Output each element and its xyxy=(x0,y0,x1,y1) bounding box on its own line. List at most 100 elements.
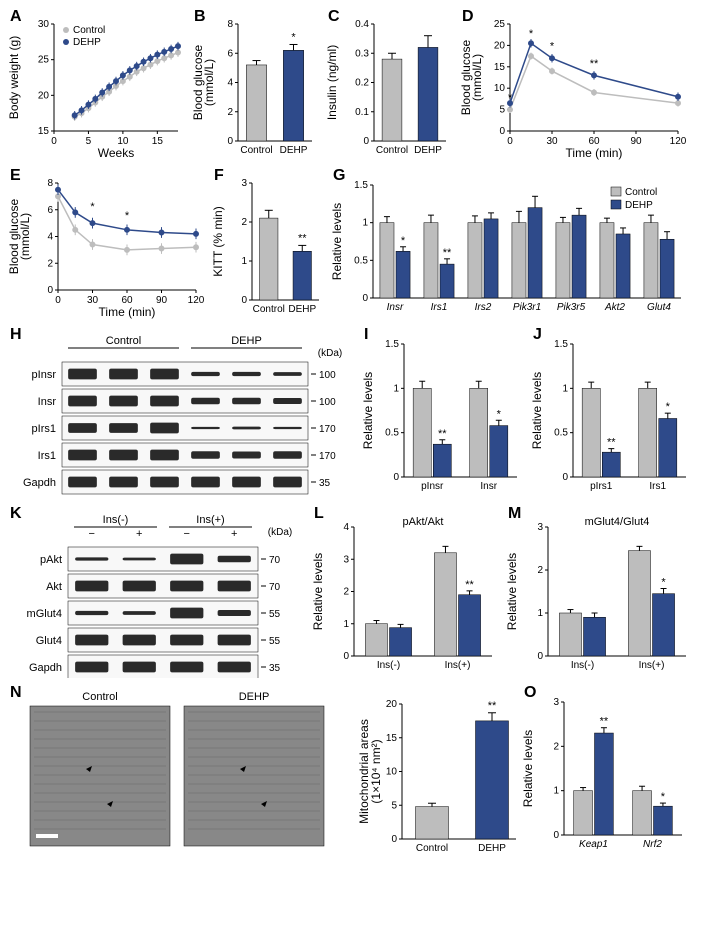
panel-D: D 05101520250306090120Blood glucose(mmol… xyxy=(458,6,688,161)
svg-text:120: 120 xyxy=(670,136,687,147)
svg-text:**: ** xyxy=(443,247,452,259)
svg-text:Gapdh: Gapdh xyxy=(29,662,62,674)
svg-text:pInsr: pInsr xyxy=(421,481,444,492)
svg-text:0: 0 xyxy=(363,136,369,147)
svg-text:1: 1 xyxy=(343,619,349,630)
svg-text:Relative levels: Relative levels xyxy=(505,553,519,630)
svg-text:Glut4: Glut4 xyxy=(36,635,62,647)
svg-text:10: 10 xyxy=(494,83,506,94)
svg-text:4: 4 xyxy=(227,78,233,89)
svg-text:1: 1 xyxy=(393,383,399,394)
svg-text:0: 0 xyxy=(51,136,57,147)
chart-I: 00.511.5Relative levelspInsr**Insr* xyxy=(360,324,525,499)
svg-text:5: 5 xyxy=(86,136,92,147)
svg-text:Relative levels: Relative levels xyxy=(521,730,535,807)
svg-text:15: 15 xyxy=(386,733,398,744)
panel-F: F 0123KITT (% min)ControlDEHP** xyxy=(210,165,325,320)
chart-N: ControlDEHP05101520Mitochondrial areas(1… xyxy=(6,682,516,857)
svg-text:0: 0 xyxy=(343,651,349,662)
chart-B: 02468Blood glucose(mmol/L)ControlDEHP * xyxy=(190,6,320,161)
svg-text:15: 15 xyxy=(152,136,164,147)
chart-G: 00.511.5Relative levelsInsr*Irs1**Irs2Pi… xyxy=(329,165,689,320)
svg-text:70: 70 xyxy=(269,582,281,593)
svg-text:20: 20 xyxy=(38,90,50,101)
svg-text:0: 0 xyxy=(362,293,368,304)
svg-text:(kDa): (kDa) xyxy=(318,348,342,359)
svg-text:+: + xyxy=(231,528,237,540)
svg-text:*: * xyxy=(550,41,555,53)
svg-text:**: ** xyxy=(600,716,609,728)
svg-text:**: ** xyxy=(298,232,307,244)
svg-text:*: * xyxy=(90,201,95,213)
svg-text:4: 4 xyxy=(343,522,349,533)
chart-D: 05101520250306090120Blood glucose(mmol/L… xyxy=(458,6,688,161)
svg-text:5: 5 xyxy=(499,105,505,116)
panel-M: M 0123Relative levelsmGlut4/Glut4Ins(-)I… xyxy=(504,503,694,678)
svg-text:DEHP: DEHP xyxy=(73,37,101,48)
panel-label-N: N xyxy=(10,684,22,702)
svg-text:Irs1: Irs1 xyxy=(649,481,666,492)
svg-text:**: ** xyxy=(465,579,474,591)
svg-text:6: 6 xyxy=(227,48,233,59)
svg-text:Keap1: Keap1 xyxy=(579,839,608,850)
chart-L: 01234Relative levelspAkt/AktIns(-)Ins(+)… xyxy=(310,503,500,678)
svg-text:20: 20 xyxy=(494,40,506,51)
svg-text:1.5: 1.5 xyxy=(554,339,568,350)
svg-text:**: ** xyxy=(607,437,616,449)
svg-text:0.2: 0.2 xyxy=(355,78,369,89)
chart-C: 00.10.20.30.4Insulin (ng/ml)ControlDEHP xyxy=(324,6,454,161)
panel-label-A: A xyxy=(10,8,22,26)
svg-text:0: 0 xyxy=(55,295,61,306)
panel-O: O 0123Relative levelsKeap1**Nrf2* xyxy=(520,682,690,857)
svg-text:KITT (% min): KITT (% min) xyxy=(211,206,225,276)
svg-text:8: 8 xyxy=(47,178,53,189)
svg-text:Relative levels: Relative levels xyxy=(530,372,544,449)
svg-text:Ins(-): Ins(-) xyxy=(377,660,400,671)
svg-text:30: 30 xyxy=(87,295,99,306)
svg-text:Nrf2: Nrf2 xyxy=(643,839,662,850)
svg-text:0: 0 xyxy=(241,295,247,306)
svg-text:1.5: 1.5 xyxy=(354,180,368,191)
svg-text:55: 55 xyxy=(269,636,281,647)
svg-text:pInsr: pInsr xyxy=(32,369,57,381)
svg-text:0.5: 0.5 xyxy=(354,255,368,266)
panel-L: L 01234Relative levelspAkt/AktIns(-)Ins(… xyxy=(310,503,500,678)
svg-text:*: * xyxy=(508,92,513,104)
svg-text:Time (min): Time (min) xyxy=(566,146,623,160)
panel-label-B: B xyxy=(194,8,206,26)
panel-label-K: K xyxy=(10,505,22,523)
svg-text:Body weight (g): Body weight (g) xyxy=(7,36,21,119)
chart-M: 0123Relative levelsmGlut4/Glut4Ins(-)Ins… xyxy=(504,503,694,678)
svg-text:0: 0 xyxy=(391,834,397,845)
svg-text:15: 15 xyxy=(38,126,50,137)
svg-text:Irs1: Irs1 xyxy=(431,302,448,313)
svg-text:2: 2 xyxy=(227,107,233,118)
figure: A 15202530051015Body weight (g)WeeksCont… xyxy=(0,0,703,867)
svg-text:DEHP: DEHP xyxy=(414,145,442,156)
svg-text:*: * xyxy=(666,401,671,413)
svg-text:0.5: 0.5 xyxy=(385,428,399,439)
svg-text:(mmol/L): (mmol/L) xyxy=(202,59,216,106)
svg-text:*: * xyxy=(125,210,130,222)
svg-text:−: − xyxy=(89,528,95,540)
svg-text:2: 2 xyxy=(537,565,543,576)
svg-text:**: ** xyxy=(590,58,599,70)
svg-text:0: 0 xyxy=(499,126,505,137)
svg-text:3: 3 xyxy=(343,554,349,565)
svg-text:2: 2 xyxy=(553,741,559,752)
svg-text:*: * xyxy=(291,31,296,43)
svg-text:70: 70 xyxy=(269,555,281,566)
svg-text:15: 15 xyxy=(494,62,506,73)
svg-text:DEHP: DEHP xyxy=(239,691,270,703)
svg-text:35: 35 xyxy=(319,478,331,489)
svg-text:Ins(-): Ins(-) xyxy=(571,660,594,671)
panel-J: J 00.511.5Relative levelspIrs1**Irs1* xyxy=(529,324,694,499)
svg-text:Control: Control xyxy=(82,691,117,703)
svg-text:55: 55 xyxy=(269,609,281,620)
svg-text:6: 6 xyxy=(47,205,53,216)
svg-text:(kDa): (kDa) xyxy=(268,527,292,538)
chart-F: 0123KITT (% min)ControlDEHP** xyxy=(210,165,325,320)
svg-text:Ins(+): Ins(+) xyxy=(639,660,665,671)
panel-B: B 02468Blood glucose(mmol/L)ControlDEHP … xyxy=(190,6,320,161)
svg-text:pIrs1: pIrs1 xyxy=(590,481,613,492)
